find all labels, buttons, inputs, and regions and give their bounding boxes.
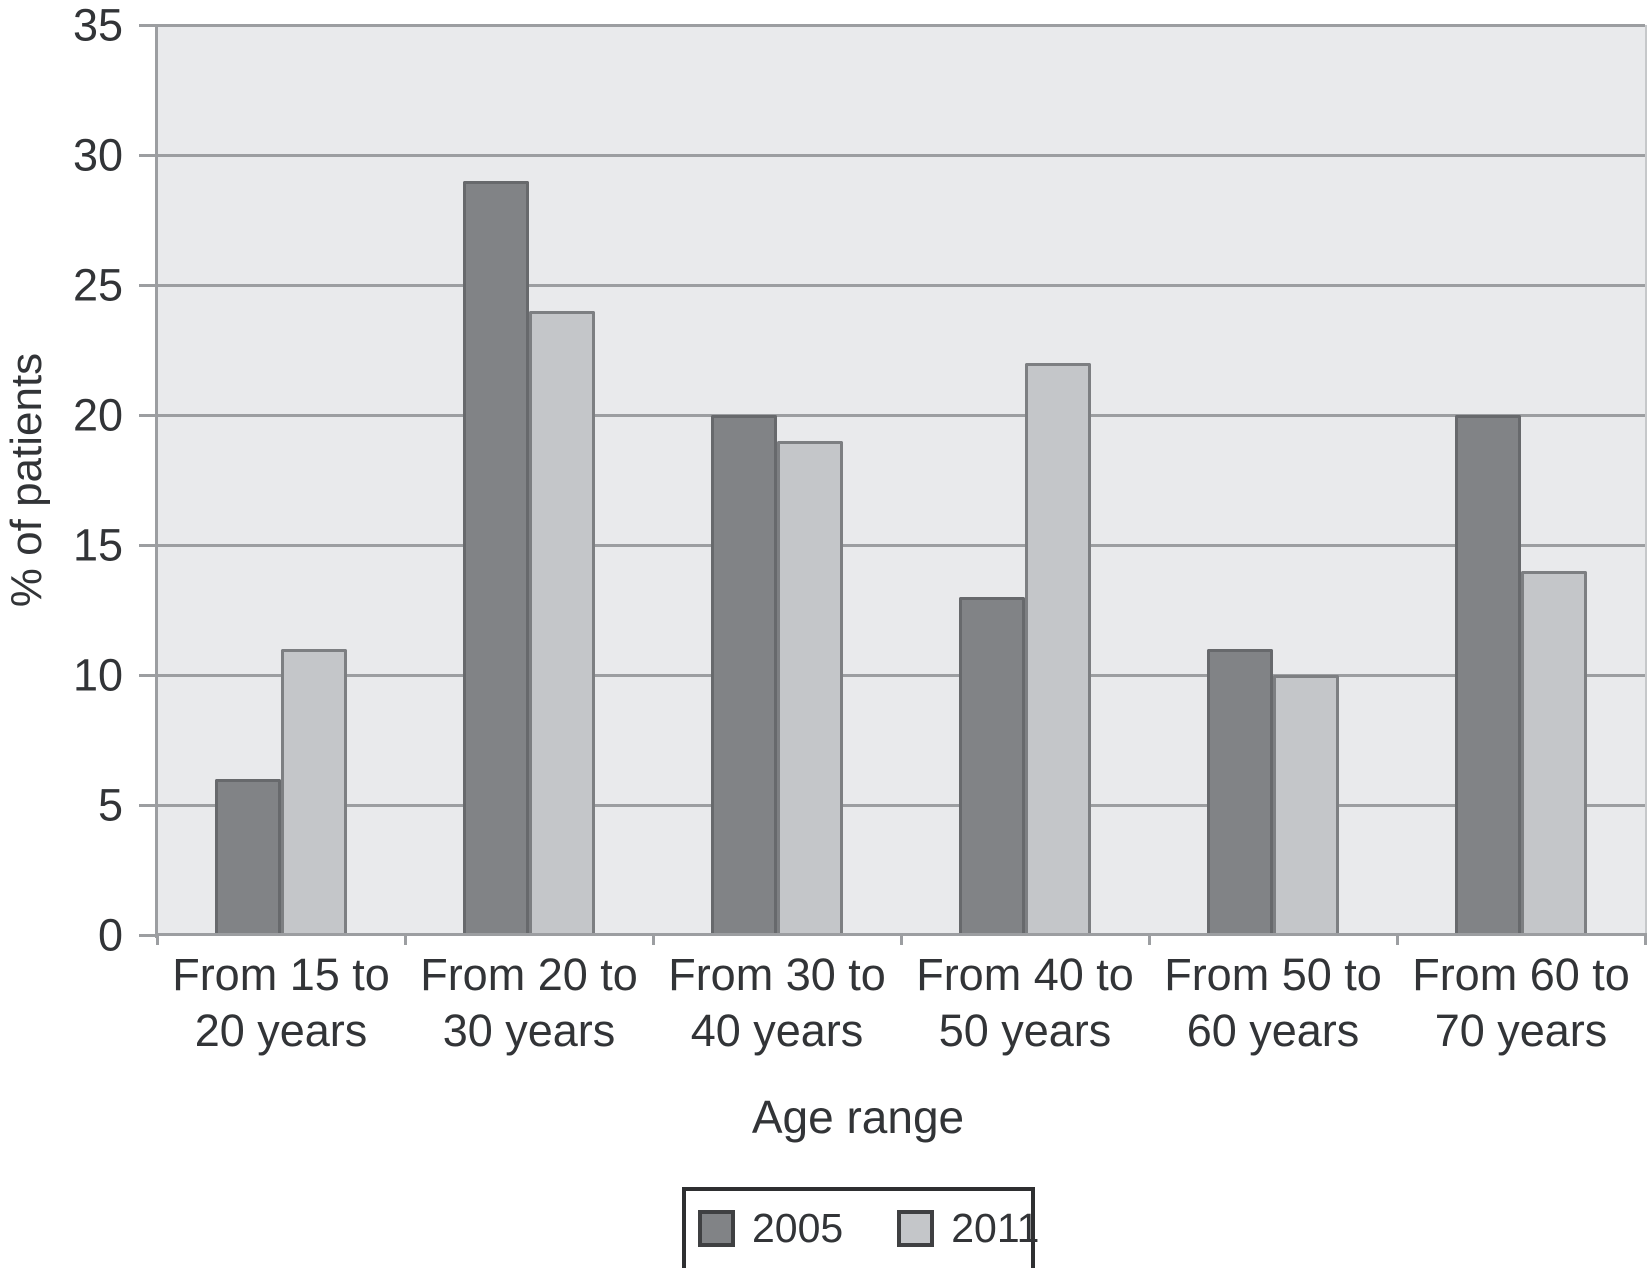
- category-group: [405, 25, 653, 935]
- gridline: [157, 24, 1645, 27]
- y-tick-label: 25: [72, 259, 123, 311]
- x-category-label: From 20 to 30 years: [420, 947, 638, 1059]
- category-group: [1149, 25, 1397, 935]
- x-category-label-line: From 40 to: [916, 949, 1134, 1000]
- x-category-label-line: From 15 to: [172, 949, 390, 1000]
- gridline: [157, 414, 1645, 417]
- gridline: [157, 674, 1645, 677]
- x-tick: [1147, 936, 1151, 945]
- y-tick: [139, 803, 157, 807]
- y-tick-label: 5: [97, 779, 123, 831]
- bar-2011: [777, 441, 843, 935]
- bar-2005: [463, 181, 529, 935]
- y-tick-label: 35: [72, 0, 123, 51]
- x-category-label-line: From 50 to: [1164, 949, 1382, 1000]
- bar-2011: [1521, 571, 1587, 935]
- x-category-label-line: From 20 to: [420, 949, 638, 1000]
- bar-2005: [959, 597, 1025, 935]
- x-tick: [651, 936, 655, 945]
- y-tick-label: 20: [72, 389, 123, 441]
- x-category-label-line: From 30 to: [668, 949, 886, 1000]
- x-axis-title: Age range: [751, 1091, 965, 1143]
- category-group: [1397, 25, 1645, 935]
- y-tick: [139, 413, 157, 417]
- x-category-label-line: 60 years: [1186, 1005, 1360, 1056]
- x-category-label-line: From 60 to: [1412, 949, 1630, 1000]
- bar-2011: [1273, 675, 1339, 935]
- x-category-label: From 50 to 60 years: [1164, 947, 1382, 1059]
- gridline: [157, 154, 1645, 157]
- x-tick: [403, 936, 407, 945]
- y-tick-label: 30: [72, 129, 123, 181]
- x-category-label: From 40 to 50 years: [916, 947, 1134, 1059]
- x-category-label-line: 50 years: [938, 1005, 1112, 1056]
- x-category-label: From 30 to 40 years: [668, 947, 886, 1059]
- bar-2005: [711, 415, 777, 935]
- x-category-label-line: 70 years: [1434, 1005, 1608, 1056]
- y-tick: [139, 543, 157, 547]
- x-axis-line: [155, 933, 1647, 936]
- legend-item-2005: 2005: [698, 1208, 843, 1249]
- gridline: [157, 804, 1645, 807]
- bar-2011: [529, 311, 595, 935]
- bar-2005: [215, 779, 281, 935]
- gridline: [157, 544, 1645, 547]
- y-tick: [139, 153, 157, 157]
- x-category-label-line: 20 years: [194, 1005, 368, 1056]
- bar-2011: [1025, 363, 1091, 935]
- y-tick: [139, 673, 157, 677]
- bar-2005: [1207, 649, 1273, 935]
- y-tick-label: 0: [97, 909, 123, 961]
- x-category-label-line: 40 years: [690, 1005, 864, 1056]
- category-group: [901, 25, 1149, 935]
- grid-layer: [157, 24, 1645, 935]
- category-group: [157, 25, 405, 935]
- y-axis-line: [155, 25, 158, 938]
- x-tick: [1395, 936, 1399, 945]
- y-tick-label: 10: [72, 649, 123, 701]
- y-tick: [139, 933, 157, 937]
- x-category-label-line: 30 years: [442, 1005, 616, 1056]
- bar-2011: [281, 649, 347, 935]
- gridline: [157, 284, 1645, 287]
- x-category-label: From 15 to 20 years: [172, 947, 390, 1059]
- y-tick: [139, 283, 157, 287]
- legend-item-2011: 2011: [897, 1208, 1039, 1249]
- bar-2005: [1455, 415, 1521, 935]
- y-tick-label: 15: [72, 519, 123, 571]
- legend-swatch-2011: [897, 1210, 935, 1247]
- legend-label: 2005: [752, 1205, 844, 1251]
- category-group: [653, 25, 901, 935]
- legend-swatch-2005: [698, 1210, 735, 1247]
- x-tick: [155, 936, 159, 945]
- x-tick: [899, 936, 903, 945]
- categories: [157, 25, 1645, 935]
- y-axis-title: % of patients: [2, 352, 51, 608]
- y-tick: [139, 23, 157, 27]
- x-category-label: From 60 to 70 years: [1412, 947, 1630, 1059]
- x-tick: [1643, 936, 1647, 945]
- plot-area: [157, 24, 1647, 935]
- legend: 2005 2011: [682, 1187, 1039, 1268]
- legend-label: 2011: [951, 1205, 1040, 1251]
